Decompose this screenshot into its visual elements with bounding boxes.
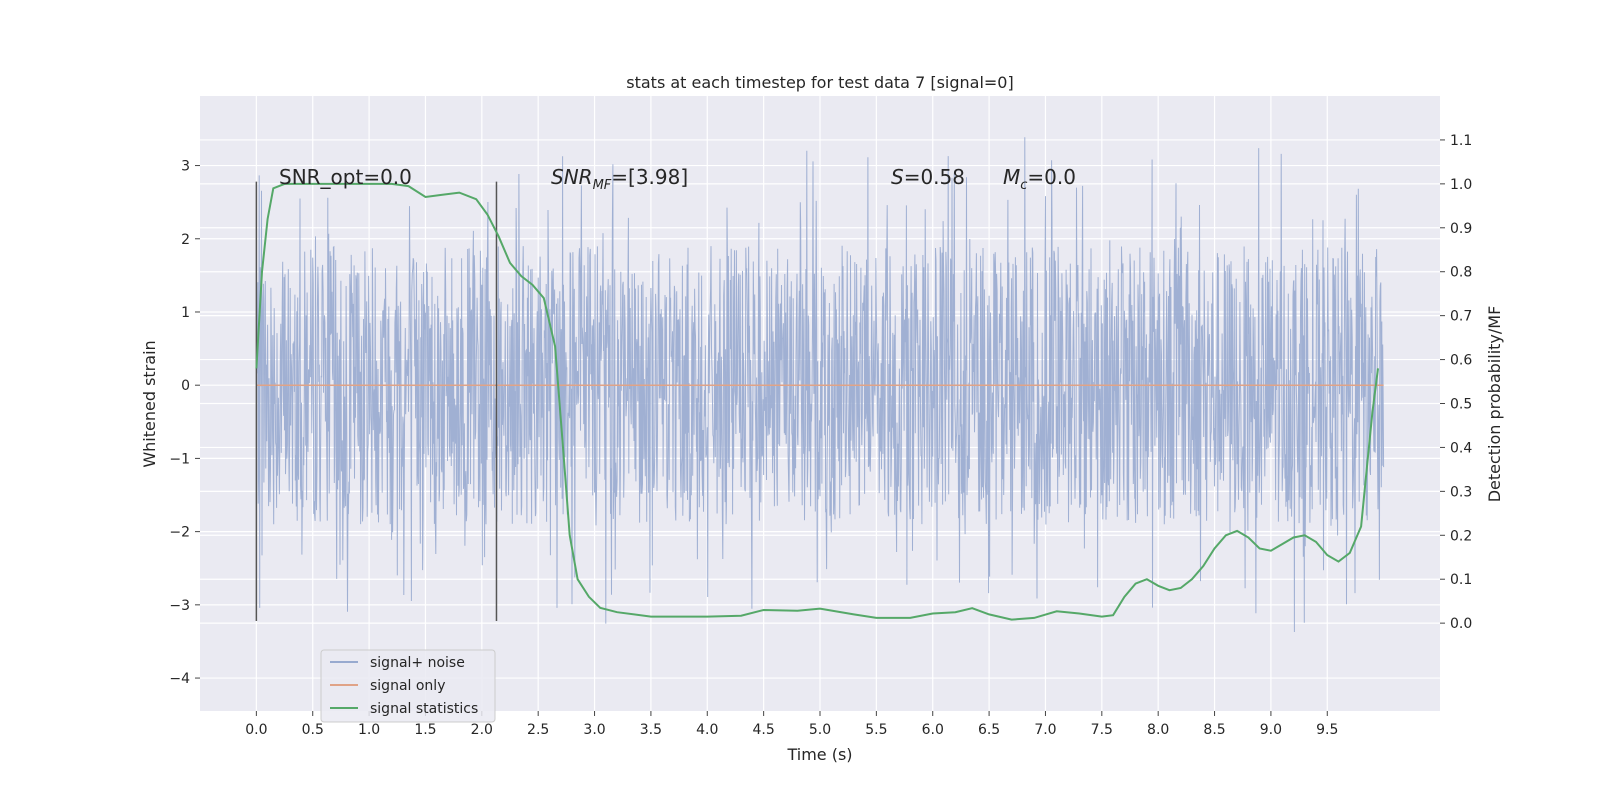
x-tick-label: 8.0 bbox=[1147, 722, 1169, 738]
annotation-snr-mf-sub: MF bbox=[593, 178, 612, 193]
legend: signal+ noise signal only signal statist… bbox=[320, 649, 496, 723]
x-tick-label: 3.0 bbox=[583, 722, 605, 738]
y-tick-label: 2 bbox=[181, 232, 190, 248]
legend-box bbox=[320, 649, 496, 723]
x-tick-label: 2.0 bbox=[471, 722, 493, 738]
y2-tick-label: 0.9 bbox=[1450, 221, 1472, 237]
x-tick-label: 5.0 bbox=[809, 722, 831, 738]
legend-label-signal-only: signal only bbox=[370, 678, 445, 694]
annotation-snr-mf: SNRMF=[3.98] bbox=[551, 165, 688, 193]
x-tick-label: 8.5 bbox=[1203, 722, 1225, 738]
annotation-mc-sub: c bbox=[1020, 178, 1027, 193]
y-tick-label: 0 bbox=[181, 378, 190, 394]
annotation-s: S=0.58 bbox=[891, 165, 965, 189]
x-tick-label: 9.5 bbox=[1316, 722, 1338, 738]
signal-statistics-line bbox=[255, 182, 1379, 621]
annotation-snr-mf-value: =[3.98] bbox=[611, 165, 688, 189]
x-tick-label: 2.5 bbox=[527, 722, 549, 738]
x-tick-label: 0.5 bbox=[302, 722, 324, 738]
y-tick-label: −3 bbox=[169, 598, 190, 614]
x-tick-label: 6.5 bbox=[978, 722, 1000, 738]
annotation-snr-opt: SNR_opt=0.0 bbox=[279, 165, 412, 189]
y-tick-label: 1 bbox=[181, 305, 190, 321]
x-tick-label: 4.5 bbox=[753, 722, 775, 738]
y2-tick-label: 0.4 bbox=[1450, 440, 1472, 456]
x-tick-label: 1.5 bbox=[414, 722, 436, 738]
y-tick-label: −1 bbox=[169, 451, 190, 467]
y-tick-label: 3 bbox=[181, 159, 190, 175]
x-tick-labels: 0.0 0.5 1.0 1.5 2.0 2.5 3.0 3.5 4.0 4.5 5.0 5.5 6.0 6… bbox=[245, 711, 1338, 738]
y-tick-labels: 3 2 1 0 −1 −2 −3 −4 bbox=[169, 159, 200, 687]
annotation-s-label: S bbox=[891, 165, 904, 189]
chart-title: stats at each timestep for test data 7 [… bbox=[626, 73, 1013, 92]
annotation-snr-mf-main: SNR bbox=[551, 165, 593, 189]
x-tick-label: 3.5 bbox=[640, 722, 662, 738]
x-tick-label: 1.0 bbox=[358, 722, 380, 738]
x-axis-label: Time (s) bbox=[786, 745, 852, 764]
legend-label-signal-statistics: signal statistics bbox=[370, 701, 478, 717]
y2-tick-label: 0.1 bbox=[1450, 572, 1472, 588]
signal-noise-line bbox=[255, 137, 1385, 633]
y2-tick-label: 0.3 bbox=[1450, 484, 1472, 500]
x-tick-label: 5.5 bbox=[865, 722, 887, 738]
annotation-mc-main: M bbox=[1003, 165, 1020, 189]
x-tick-label: 0.0 bbox=[245, 722, 267, 738]
x-tick-label: 6.0 bbox=[922, 722, 944, 738]
y-tick-label: −2 bbox=[169, 525, 190, 541]
y-axis-label: Whitened strain bbox=[140, 340, 159, 467]
y2-tick-label: 0.6 bbox=[1450, 353, 1472, 369]
y2-tick-label: 0.0 bbox=[1450, 616, 1472, 632]
x-tick-label: 9.0 bbox=[1260, 722, 1282, 738]
x-tick-label: 7.5 bbox=[1091, 722, 1113, 738]
legend-label-signal-noise: signal+ noise bbox=[370, 655, 465, 671]
event-markers bbox=[255, 181, 498, 621]
y2-axis-label: Detection probability/MF bbox=[1485, 306, 1504, 503]
series-signal-noise bbox=[255, 137, 1385, 633]
y2-tick-label: 1.0 bbox=[1450, 177, 1472, 193]
y-tick-label: −4 bbox=[169, 671, 190, 687]
x-tick-label: 7.0 bbox=[1034, 722, 1056, 738]
y2-tick-label: 1.1 bbox=[1450, 133, 1472, 149]
annotation-s-value: =0.58 bbox=[904, 165, 965, 189]
y2-tick-labels: 1.1 1.0 0.9 0.8 0.7 0.6 0.5 0.4 0.3 0.2 0.1 0.0 bbox=[1440, 133, 1472, 632]
annotation-mc-value: =0.0 bbox=[1027, 165, 1076, 189]
y2-tick-label: 0.8 bbox=[1450, 265, 1472, 281]
series-signal-statistics bbox=[255, 182, 1379, 621]
y2-tick-label: 0.2 bbox=[1450, 528, 1472, 544]
y2-tick-label: 0.7 bbox=[1450, 309, 1472, 325]
y2-tick-label: 0.5 bbox=[1450, 397, 1472, 413]
x-tick-label: 4.0 bbox=[696, 722, 718, 738]
annotation-mc: Mc=0.0 bbox=[1003, 165, 1076, 193]
